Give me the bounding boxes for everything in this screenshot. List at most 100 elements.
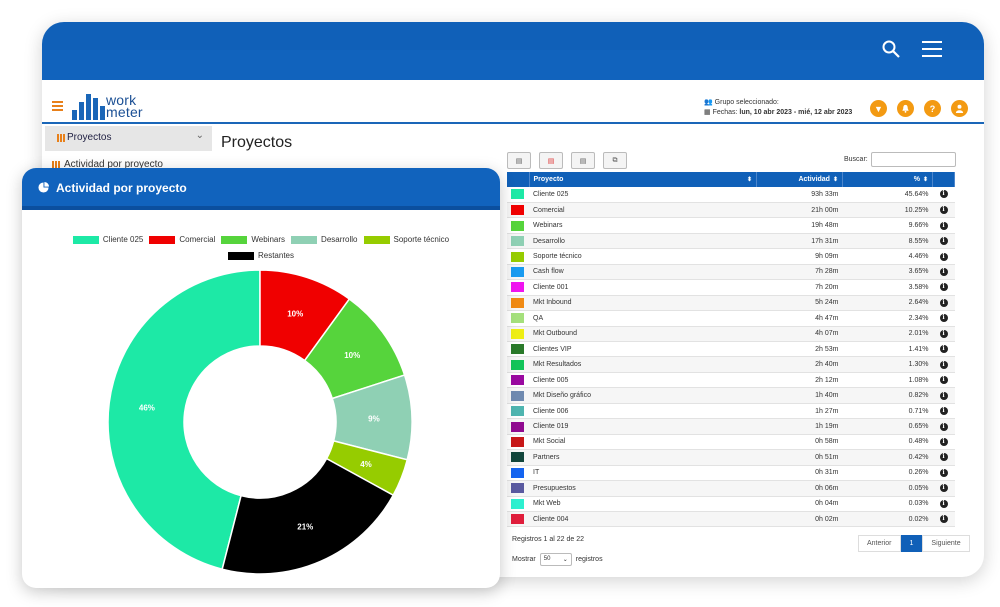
row-info-cell: i <box>932 217 955 234</box>
row-percent: 0.26% <box>842 465 933 482</box>
help-icon[interactable]: ? <box>924 100 941 117</box>
prev-button[interactable]: Anterior <box>858 535 901 552</box>
bell-icon[interactable] <box>897 100 914 117</box>
copy-icon[interactable]: ▤ <box>507 152 531 169</box>
table-row[interactable]: Cliente 001 7h 20m 3.58% i <box>507 279 955 296</box>
info-icon[interactable]: i <box>939 499 948 508</box>
info-icon[interactable]: i <box>939 422 948 431</box>
legend-item[interactable]: Webinars <box>221 233 285 247</box>
projects-table: Proyecto ⬍ Actividad ⬍ % ⬍ Cliente 025 93h 3… <box>507 172 955 528</box>
info-icon[interactable]: i <box>939 298 948 307</box>
table-row[interactable]: Presupuestos 0h 06m 0.05% i <box>507 480 955 497</box>
row-info-cell: i <box>932 248 955 265</box>
info-icon[interactable]: i <box>939 437 948 446</box>
top-bar-lower <box>42 50 984 80</box>
table-row[interactable]: Cash flow 7h 28m 3.65% i <box>507 264 955 281</box>
col-proyecto[interactable]: Proyecto ⬍ <box>529 172 757 187</box>
user-icon[interactable] <box>951 100 968 117</box>
legend-swatch <box>363 236 390 244</box>
table-row[interactable]: QA 4h 47m 2.34% i <box>507 310 955 327</box>
table-row[interactable]: Mkt Resultados 2h 40m 1.30% i <box>507 356 955 373</box>
table-row[interactable]: Clientes VIP 2h 53m 1.41% i <box>507 341 955 358</box>
print-icon[interactable]: ⧉ <box>603 152 627 169</box>
info-icon[interactable]: i <box>939 206 948 215</box>
row-activity: 0h 06m <box>756 480 843 497</box>
table-row[interactable]: Cliente 025 93h 33m 45.64% i <box>507 187 955 203</box>
donut-slice[interactable] <box>221 457 395 575</box>
info-icon[interactable]: i <box>939 453 948 462</box>
sidebar-section-label: Proyectos <box>67 132 112 143</box>
hamburger-icon[interactable] <box>52 101 63 111</box>
menu-icon[interactable] <box>922 41 942 57</box>
row-color-cell <box>507 387 529 404</box>
table-row[interactable]: Cliente 019 1h 19m 0.65% i <box>507 418 955 435</box>
table-row[interactable]: Comercial 21h 00m 10.25% i <box>507 202 955 219</box>
col-percent[interactable]: % ⬍ <box>842 172 933 187</box>
info-icon[interactable]: i <box>939 190 948 199</box>
page-1-button[interactable]: 1 <box>900 535 923 552</box>
row-activity: 2h 53m <box>756 341 843 358</box>
info-icon[interactable]: i <box>939 314 948 323</box>
legend-item[interactable]: Soporte técnico <box>363 233 449 247</box>
sidebar-item-actividad[interactable]: Actividad por proyecto <box>52 159 163 170</box>
legend-item[interactable]: Comercial <box>149 233 215 247</box>
info-icon[interactable]: i <box>939 376 948 385</box>
info-icon[interactable]: i <box>939 237 948 246</box>
table-row[interactable]: IT 0h 31m 0.26% i <box>507 465 955 482</box>
row-project: Partners <box>529 449 757 466</box>
table-row[interactable]: Mkt Inbound 5h 24m 2.64% i <box>507 295 955 312</box>
row-info-cell: i <box>932 356 955 373</box>
info-icon[interactable]: i <box>939 252 948 261</box>
row-color-cell <box>507 372 529 389</box>
row-color-swatch <box>511 406 524 417</box>
donut-slice[interactable] <box>107 269 261 571</box>
page-size-select[interactable]: 50 ⌄ <box>539 553 572 566</box>
row-color-swatch <box>511 390 524 401</box>
pdf-icon[interactable]: ▤ <box>539 152 563 169</box>
table-row[interactable]: Desarrollo 17h 31m 8.55% i <box>507 233 955 250</box>
app-header: work meter 👥 Grupo seleccionado: ▦ Fecha… <box>42 80 984 124</box>
info-icon[interactable]: i <box>939 407 948 416</box>
info-icon[interactable]: i <box>939 267 948 276</box>
sidebar-section-proyectos[interactable]: Proyectos ⌄ <box>45 126 212 151</box>
table-row[interactable]: Mkt Outbound 4h 07m 2.01% i <box>507 326 955 343</box>
table-row[interactable]: Cliente 005 2h 12m 1.08% i <box>507 372 955 389</box>
dates-value: lun, 10 abr 2023 - mié, 12 abr 2023 <box>739 109 853 116</box>
info-icon[interactable]: i <box>939 468 948 477</box>
row-info-cell: i <box>932 233 955 250</box>
table-row[interactable]: Partners 0h 51m 0.42% i <box>507 449 955 466</box>
info-icon[interactable]: i <box>939 360 948 369</box>
table-row[interactable]: Cliente 004 0h 02m 0.02% i <box>507 511 955 528</box>
legend-item[interactable]: Cliente 025 <box>72 233 143 247</box>
table-row[interactable]: Mkt Web 0h 04m 0.03% i <box>507 496 955 513</box>
info-icon[interactable]: i <box>939 515 948 524</box>
search-input[interactable] <box>871 152 956 167</box>
info-icon[interactable]: i <box>939 391 948 400</box>
row-project: Cash flow <box>529 264 757 281</box>
search-icon[interactable] <box>882 40 900 58</box>
col-actividad[interactable]: Actividad ⬍ <box>756 172 843 187</box>
table-row[interactable]: Cliente 006 1h 27m 0.71% i <box>507 403 955 420</box>
legend-item[interactable]: Desarrollo <box>291 233 358 247</box>
filter-icon[interactable]: ▼ <box>870 100 887 117</box>
table-row[interactable]: Mkt Diseño gráfico 1h 40m 0.82% i <box>507 387 955 404</box>
excel-icon[interactable]: ▤ <box>571 152 595 169</box>
row-project: Cliente 019 <box>529 418 757 435</box>
info-icon[interactable]: i <box>939 329 948 338</box>
info-icon[interactable]: i <box>939 345 948 354</box>
info-icon[interactable]: i <box>939 484 948 493</box>
table-row[interactable]: Soporte técnico 9h 09m 4.46% i <box>507 248 955 265</box>
table-row[interactable]: Webinars 19h 48m 9.66% i <box>507 217 955 234</box>
row-color-cell <box>507 356 529 373</box>
row-percent: 45.64% <box>842 187 933 203</box>
legend-label: Restantes <box>257 251 295 260</box>
info-icon[interactable]: i <box>939 221 948 230</box>
info-icon[interactable]: i <box>939 283 948 292</box>
card-header: Actividad por proyecto <box>22 168 500 210</box>
table-row[interactable]: Mkt Social 0h 58m 0.48% i <box>507 434 955 451</box>
legend-item[interactable]: Restantes <box>227 249 295 263</box>
chart-legend: Cliente 025 Comercial Webinars Desarrollo So… <box>22 233 500 265</box>
row-percent: 2.01% <box>842 326 933 343</box>
row-color-cell <box>507 496 529 513</box>
next-button[interactable]: Siguiente <box>922 535 970 552</box>
